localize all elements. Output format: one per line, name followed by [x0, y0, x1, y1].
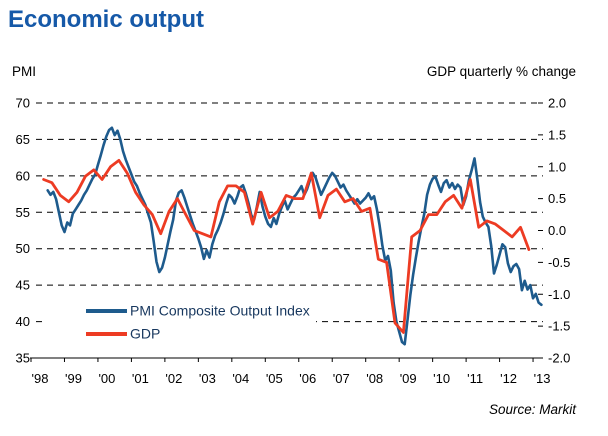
- x-axis-tick-label: '12: [500, 371, 517, 386]
- left-axis-tick-label: 40: [16, 314, 30, 329]
- right-axis-tick-label: 0.5: [548, 191, 566, 206]
- x-axis-tick-label: '03: [199, 371, 216, 386]
- source-note: Source: Markit: [488, 402, 576, 417]
- x-axis-tick-label: '05: [266, 371, 283, 386]
- right-axis-tick-label: -2.0: [548, 351, 570, 366]
- x-axis-tick-label: '13: [534, 371, 551, 386]
- x-axis-tick-label: '99: [65, 371, 82, 386]
- right-axis-tick-label: 0.0: [548, 223, 566, 238]
- right-axis-tick-label: 1.0: [548, 159, 566, 174]
- right-axis-tick-label: 1.5: [548, 127, 566, 142]
- x-axis-tick-label: '01: [132, 371, 149, 386]
- left-axis-title: PMI: [12, 64, 37, 79]
- legend-pmi-label: PMI Composite Output Index: [130, 303, 310, 319]
- x-axis-tick-label: '09: [400, 371, 417, 386]
- x-axis-tick-label: '98: [32, 371, 49, 386]
- gdp-line: [42, 158, 531, 334]
- x-axis-tick-label: '07: [333, 371, 350, 386]
- x-axis-tick-label: '10: [433, 371, 450, 386]
- left-axis-tick-label: 45: [16, 278, 30, 293]
- right-axis-tick-label: -0.5: [548, 255, 570, 270]
- left-axis-tick-label: 35: [16, 351, 30, 366]
- legend-background: [46, 293, 316, 347]
- page-title: Economic output: [8, 6, 204, 33]
- right-axis-tick-label: -1.5: [548, 319, 570, 334]
- left-axis-tick-label: 55: [16, 205, 30, 220]
- left-axis-tick-label: 70: [16, 96, 30, 111]
- x-axis-tick-label: '00: [98, 371, 115, 386]
- x-axis-tick-label: '04: [232, 371, 249, 386]
- right-axis-title: GDP quarterly % change: [426, 64, 576, 79]
- right-axis-tick-label: 2.0: [548, 96, 566, 111]
- right-axis-tick-label: -1.0: [548, 287, 570, 302]
- pmi-line: [46, 126, 543, 346]
- x-axis-tick-label: '08: [366, 371, 383, 386]
- left-axis-tick-label: 65: [16, 132, 30, 147]
- left-axis-tick-label: 50: [16, 241, 30, 256]
- x-axis-tick-label: '11: [467, 371, 483, 386]
- x-axis-tick-label: '06: [299, 371, 316, 386]
- left-axis-tick-label: 60: [16, 168, 30, 183]
- legend-gdp-label: GDP: [130, 326, 160, 342]
- x-axis-tick-label: '02: [165, 371, 182, 386]
